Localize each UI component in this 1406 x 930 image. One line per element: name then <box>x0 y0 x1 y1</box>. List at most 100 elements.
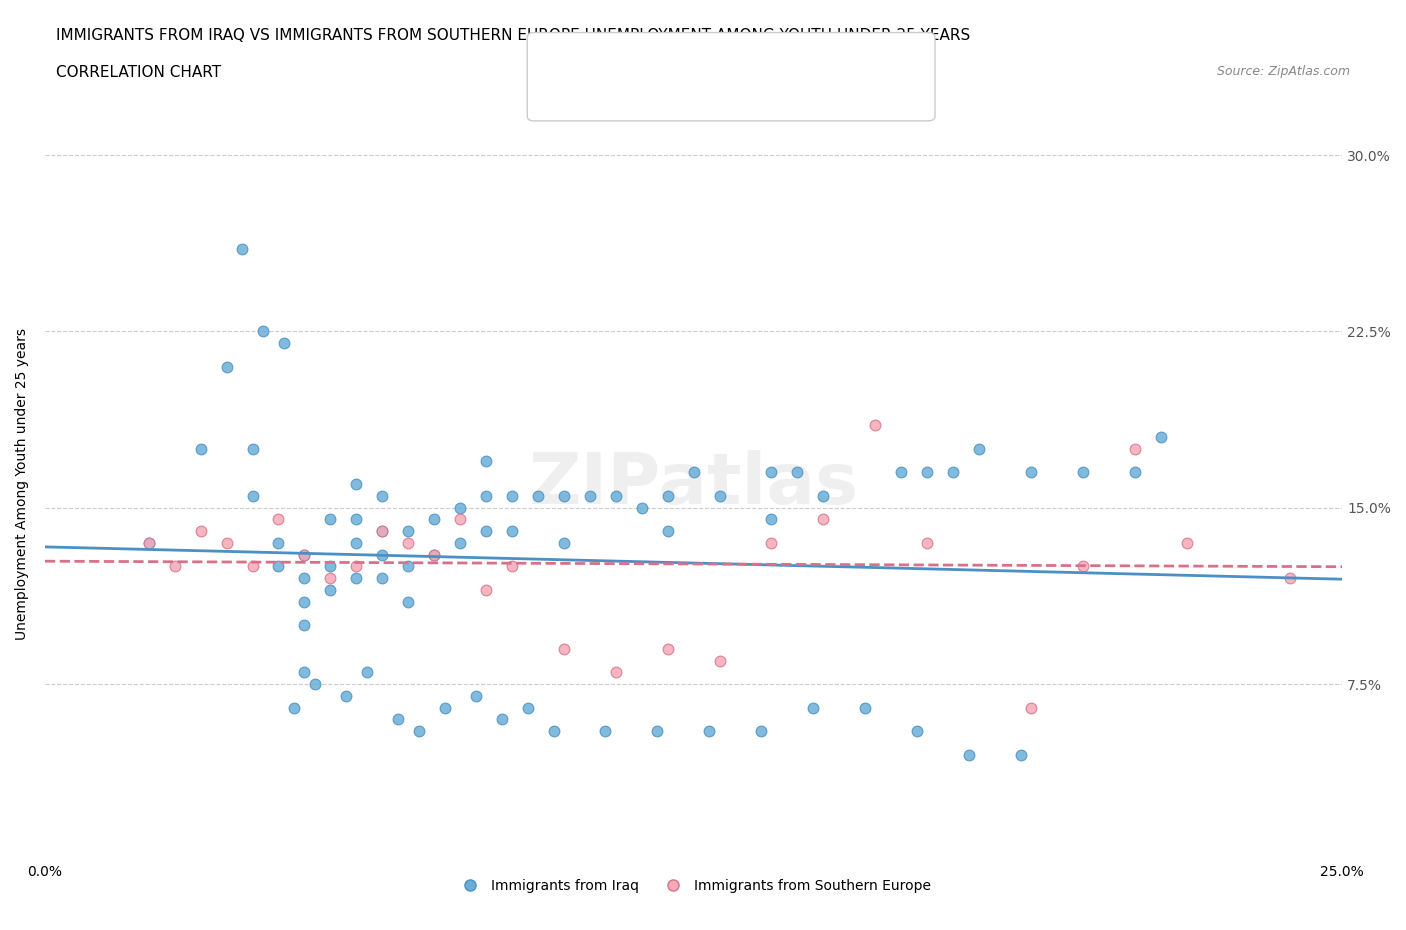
Point <box>319 512 342 527</box>
Point <box>190 524 212 538</box>
Point <box>371 524 394 538</box>
Point <box>344 536 367 551</box>
Point <box>475 524 498 538</box>
Point <box>387 711 409 726</box>
Point <box>813 512 835 527</box>
Point <box>543 724 565 738</box>
Point <box>371 488 394 503</box>
Point <box>449 536 471 551</box>
Point <box>215 536 238 551</box>
Legend: Immigrants from Iraq, Immigrants from Southern Europe: Immigrants from Iraq, Immigrants from So… <box>450 873 936 898</box>
Point <box>252 324 274 339</box>
Point <box>1279 571 1302 586</box>
Point <box>501 559 523 574</box>
Point <box>915 536 938 551</box>
Point <box>267 512 290 527</box>
Point <box>1123 465 1146 480</box>
Point <box>138 536 160 551</box>
Point <box>813 488 835 503</box>
Point <box>1149 430 1171 445</box>
Point <box>449 500 471 515</box>
Point <box>709 653 731 668</box>
Point <box>540 51 562 66</box>
Point <box>967 442 990 457</box>
Point <box>761 465 783 480</box>
Point <box>408 724 430 738</box>
Text: R =  0.034   N = 28: R = 0.034 N = 28 <box>607 86 742 100</box>
Point <box>294 547 316 562</box>
Point <box>630 500 652 515</box>
Point <box>801 700 824 715</box>
Point <box>865 418 887 432</box>
Point <box>1071 465 1094 480</box>
Point <box>396 536 419 551</box>
Point <box>1019 700 1042 715</box>
Point <box>294 665 316 680</box>
Point <box>190 442 212 457</box>
Text: R =  0.105   N = 80: R = 0.105 N = 80 <box>607 51 742 66</box>
Point <box>579 488 602 503</box>
Point <box>1071 559 1094 574</box>
Y-axis label: Unemployment Among Youth under 25 years: Unemployment Among Youth under 25 years <box>15 328 30 640</box>
Point <box>344 512 367 527</box>
Point <box>657 642 679 657</box>
Point <box>890 465 912 480</box>
Point <box>697 724 720 738</box>
Point <box>605 665 627 680</box>
Point <box>553 642 575 657</box>
Point <box>501 524 523 538</box>
Point <box>396 594 419 609</box>
Point <box>294 547 316 562</box>
Point <box>1019 465 1042 480</box>
Point <box>335 688 357 703</box>
Point <box>433 700 456 715</box>
Point <box>1010 747 1032 762</box>
Point <box>215 359 238 374</box>
Text: IMMIGRANTS FROM IRAQ VS IMMIGRANTS FROM SOUTHERN EUROPE UNEMPLOYMENT AMONG YOUTH: IMMIGRANTS FROM IRAQ VS IMMIGRANTS FROM … <box>56 28 970 43</box>
Point <box>396 524 419 538</box>
Point <box>242 488 264 503</box>
Point <box>273 336 295 351</box>
Point <box>915 465 938 480</box>
Point <box>749 724 772 738</box>
Text: ZIPatlas: ZIPatlas <box>529 450 859 519</box>
Point <box>553 488 575 503</box>
Point <box>761 536 783 551</box>
Point <box>1175 536 1198 551</box>
Point <box>371 571 394 586</box>
Point <box>356 665 378 680</box>
Point <box>267 559 290 574</box>
Point <box>605 488 627 503</box>
Point <box>396 559 419 574</box>
Point <box>905 724 928 738</box>
Point <box>853 700 876 715</box>
Point <box>553 536 575 551</box>
Point <box>319 582 342 597</box>
Point <box>319 571 342 586</box>
Point <box>423 547 446 562</box>
Point <box>344 559 367 574</box>
Point <box>527 488 550 503</box>
Point <box>464 688 486 703</box>
Point <box>657 524 679 538</box>
Point <box>371 547 394 562</box>
Point <box>709 488 731 503</box>
Point <box>371 524 394 538</box>
Point <box>501 488 523 503</box>
Point <box>138 536 160 551</box>
Point <box>657 488 679 503</box>
Point <box>423 547 446 562</box>
Point <box>475 453 498 468</box>
Point <box>283 700 305 715</box>
Point <box>475 582 498 597</box>
Bar <box>575 82 598 104</box>
Point <box>516 700 538 715</box>
Point <box>344 477 367 492</box>
Point <box>682 465 704 480</box>
Point <box>304 677 326 692</box>
Point <box>294 571 316 586</box>
Point <box>319 559 342 574</box>
Point <box>294 618 316 632</box>
Point <box>786 465 808 480</box>
Bar <box>575 47 598 70</box>
